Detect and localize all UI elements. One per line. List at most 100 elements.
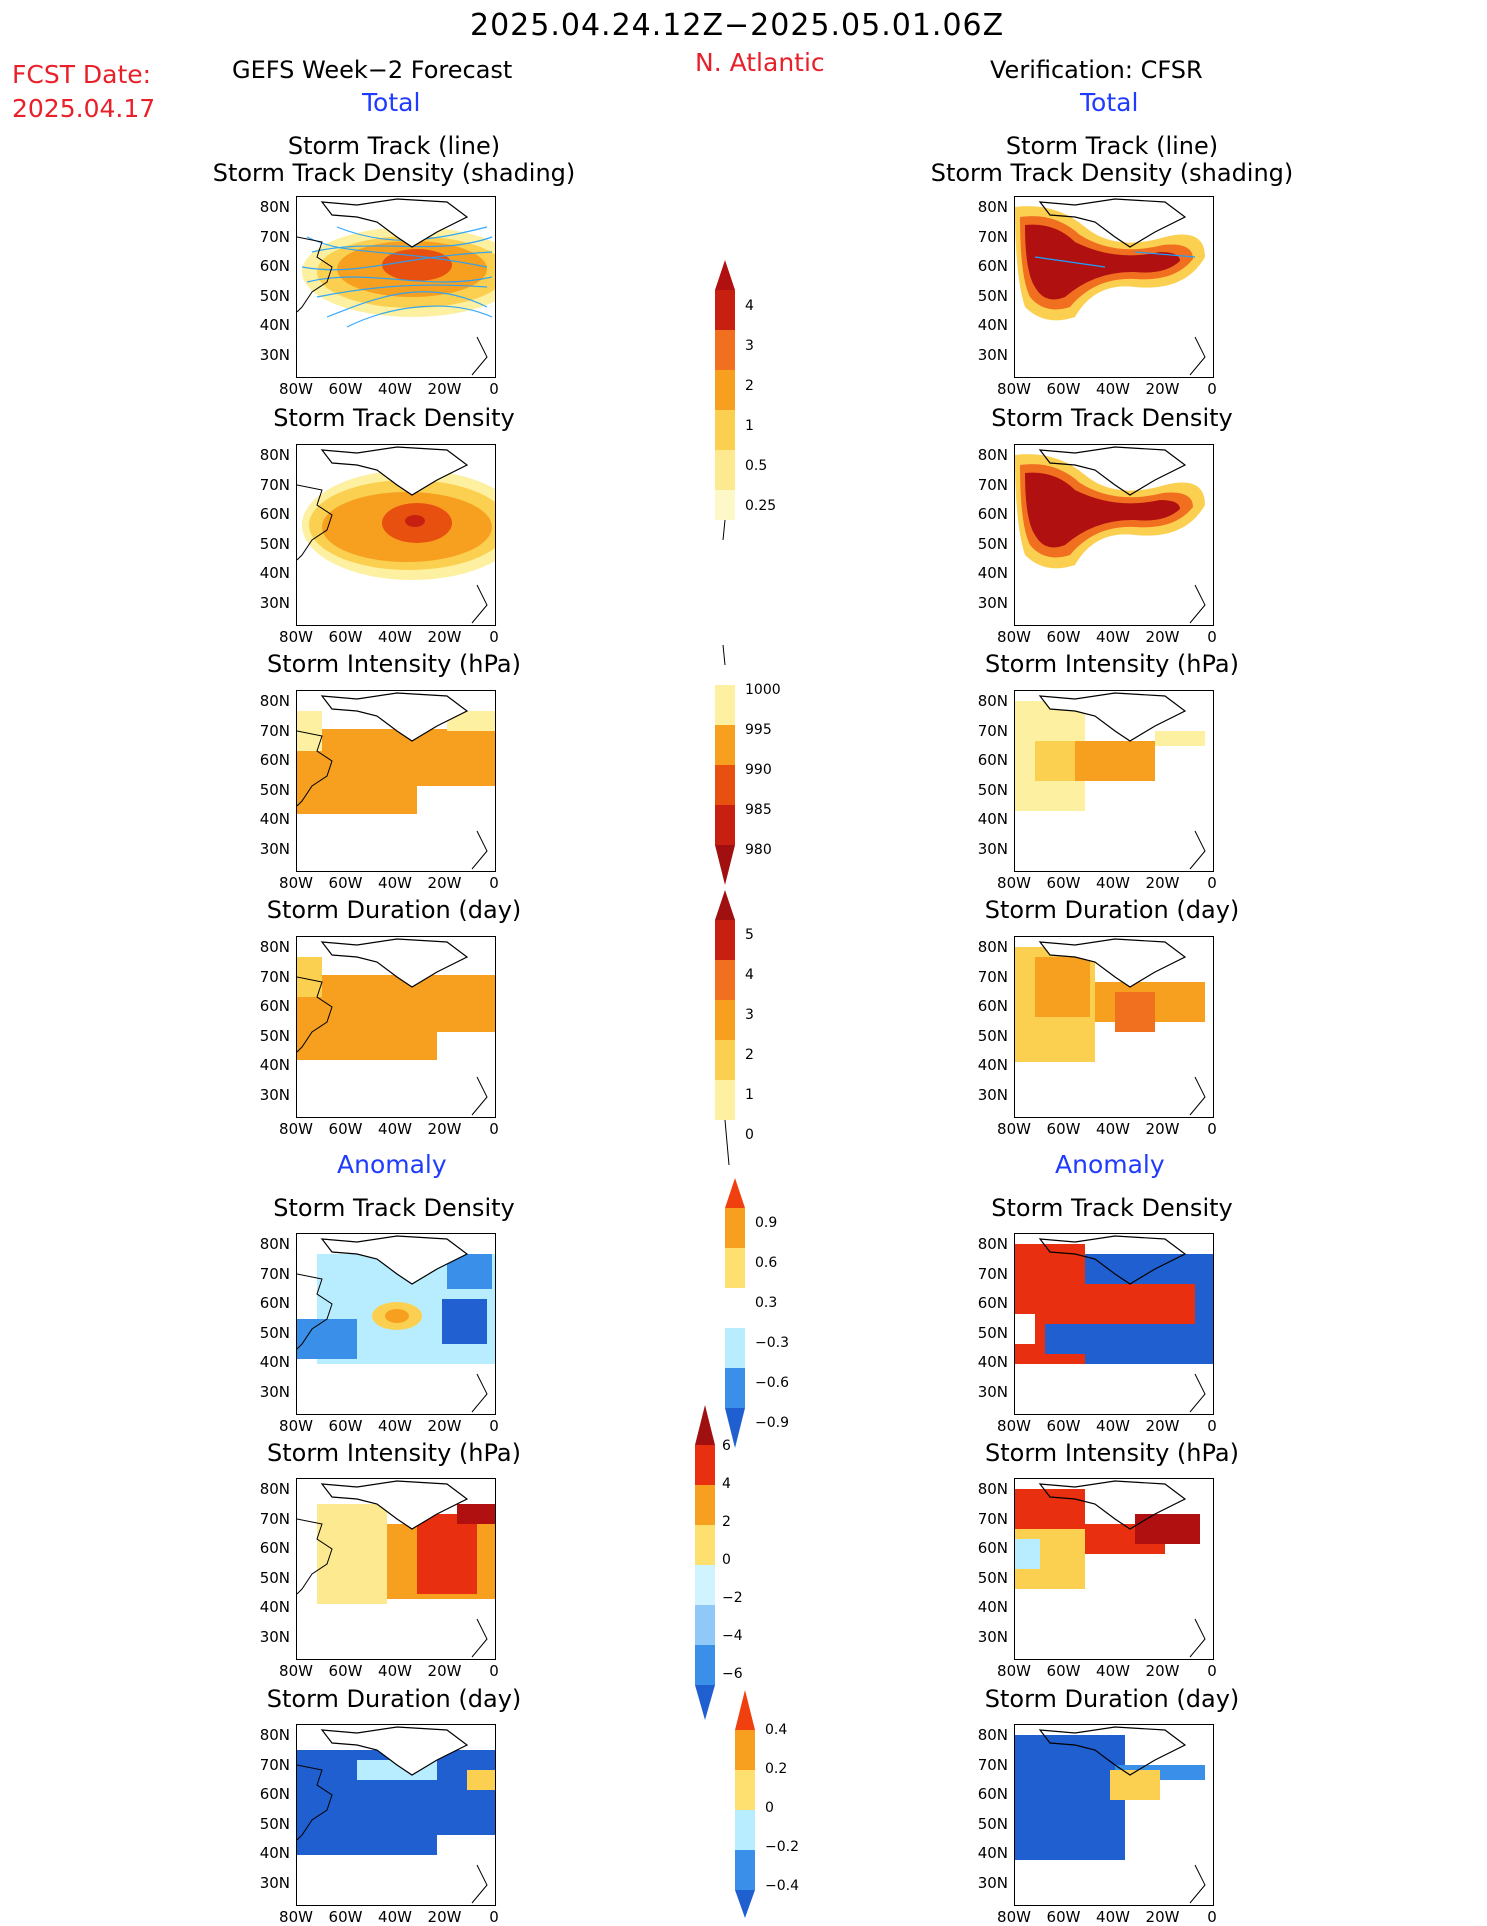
colorbar-tick-label: 0.5 [745,458,768,474]
colorbar-tick-label: −0.3 [755,1335,789,1351]
lat-tick-label: 70N [259,1264,290,1283]
lon-tick-label: 20W [1145,874,1180,892]
lat-tick-label: 30N [259,1873,290,1892]
colorbar-tick-label: −4 [722,1628,743,1644]
map-panel [1014,444,1214,626]
map-panel [296,1233,496,1415]
lat-tick-label: 60N [259,1785,290,1803]
lon-tick-label: 20W [427,628,462,646]
lat-tick-label: 40N [977,1598,1008,1616]
lon-tick-label: 80W [279,874,313,892]
lon-tick-label: 0 [489,1908,499,1926]
lat-tick-label: 70N [259,721,290,740]
lat-tick-label: 50N [259,1814,290,1833]
lon-tick-label: 0 [489,874,499,892]
colorbar-tick-label: 6 [722,1438,731,1454]
colorbar-tick-label: 0.9 [755,1215,778,1231]
colorbar-tick-label: 0 [745,1127,754,1143]
colorbar-tick-label: 985 [745,802,772,818]
map-panel [296,690,496,872]
panel-title: Storm Track (line) Storm Track Density (… [832,133,1392,187]
lon-tick-label: 0 [489,1662,499,1680]
colorbar-tick-label: 3 [745,338,754,354]
lon-tick-label: 40W [378,380,412,398]
panel-title: Storm Duration (day) [984,1685,1240,1713]
lat-tick-label: 70N [259,967,290,986]
colorbar-tick-label: 5 [745,927,754,943]
lon-tick-label: 80W [279,380,313,398]
map-panel [1014,196,1214,378]
colorbar-tick-label: −0.6 [755,1375,789,1391]
lon-tick-label: 0 [489,380,499,398]
lon-tick-label: 80W [279,1908,313,1926]
lon-tick-label: 40W [378,1417,412,1435]
lat-tick-label: 50N [259,1568,290,1587]
lon-tick-label: 0 [1207,1417,1217,1435]
colorbar-tick-label: 1000 [745,682,781,698]
colorbar-tick-label: 995 [745,722,772,738]
panel-title: Storm Intensity (hPa) [267,650,521,678]
lon-tick-label: 80W [997,380,1031,398]
lat-tick-label: 80N [977,1235,1008,1253]
lon-tick-label: 40W [1096,1908,1130,1926]
lon-tick-label: 80W [997,1120,1031,1138]
lon-tick-label: 80W [279,1417,313,1435]
map-panel [296,936,496,1118]
lat-tick-label: 50N [977,1814,1008,1833]
lat-tick-label: 60N [977,1785,1008,1803]
lon-tick-label: 60W [1046,628,1081,646]
lon-tick-label: 20W [427,1120,462,1138]
colorbar-tick-label: 1 [745,1087,754,1103]
left-model-title: GEFS Week−2 Forecast [232,56,513,84]
lon-tick-label: 60W [328,1662,363,1680]
lat-tick-label: 40N [259,1844,290,1862]
colorbar-tick-label: −6 [722,1666,743,1682]
colorbar-tick-label: −2 [722,1590,743,1606]
lat-tick-label: 40N [977,564,1008,582]
lat-tick-label: 30N [977,1085,1008,1104]
colorbar-tick-label: 4 [722,1476,731,1492]
lat-tick-label: 60N [977,505,1008,523]
lat-tick-label: 60N [259,1294,290,1312]
map-panel [1014,936,1214,1118]
lat-tick-label: 70N [977,721,1008,740]
lat-tick-label: 50N [977,1323,1008,1342]
lat-tick-label: 50N [259,1323,290,1342]
colorbar-tick-label: 3 [745,1007,754,1023]
lon-tick-label: 20W [427,874,462,892]
lat-tick-label: 70N [977,1755,1008,1774]
lat-tick-label: 40N [259,564,290,582]
lat-tick-label: 50N [977,1026,1008,1045]
lat-tick-label: 30N [259,839,290,858]
lon-tick-label: 80W [997,1662,1031,1680]
lat-tick-label: 60N [259,1539,290,1557]
lat-tick-label: 80N [977,692,1008,710]
lon-tick-label: 60W [328,628,363,646]
lat-tick-label: 80N [977,1480,1008,1498]
panel-title: Storm Intensity (hPa) [985,650,1239,678]
lon-tick-label: 0 [489,1417,499,1435]
lat-tick-label: 50N [259,780,290,799]
lat-tick-label: 80N [259,1726,290,1744]
lon-tick-label: 20W [1145,1662,1180,1680]
map-panel [296,444,496,626]
lat-tick-label: 70N [259,1509,290,1528]
lat-tick-label: 30N [977,1627,1008,1646]
lat-tick-label: 40N [259,316,290,334]
region-title: N. Atlantic [695,48,825,77]
colorbar-duration-anom [735,1690,755,1918]
lon-tick-label: 40W [378,1908,412,1926]
lon-tick-label: 40W [1096,1662,1130,1680]
lon-tick-label: 20W [1145,1120,1180,1138]
lat-tick-label: 60N [977,751,1008,769]
lon-tick-label: 20W [1145,380,1180,398]
lon-tick-label: 0 [489,1120,499,1138]
lat-tick-label: 80N [977,1726,1008,1744]
lon-tick-label: 20W [1145,628,1180,646]
lat-tick-label: 70N [977,1264,1008,1283]
lat-tick-label: 80N [977,446,1008,464]
lon-tick-label: 0 [489,628,499,646]
lon-tick-label: 0 [1207,874,1217,892]
lon-tick-label: 60W [1046,380,1081,398]
colorbar-tick-label: 0.4 [765,1722,788,1738]
